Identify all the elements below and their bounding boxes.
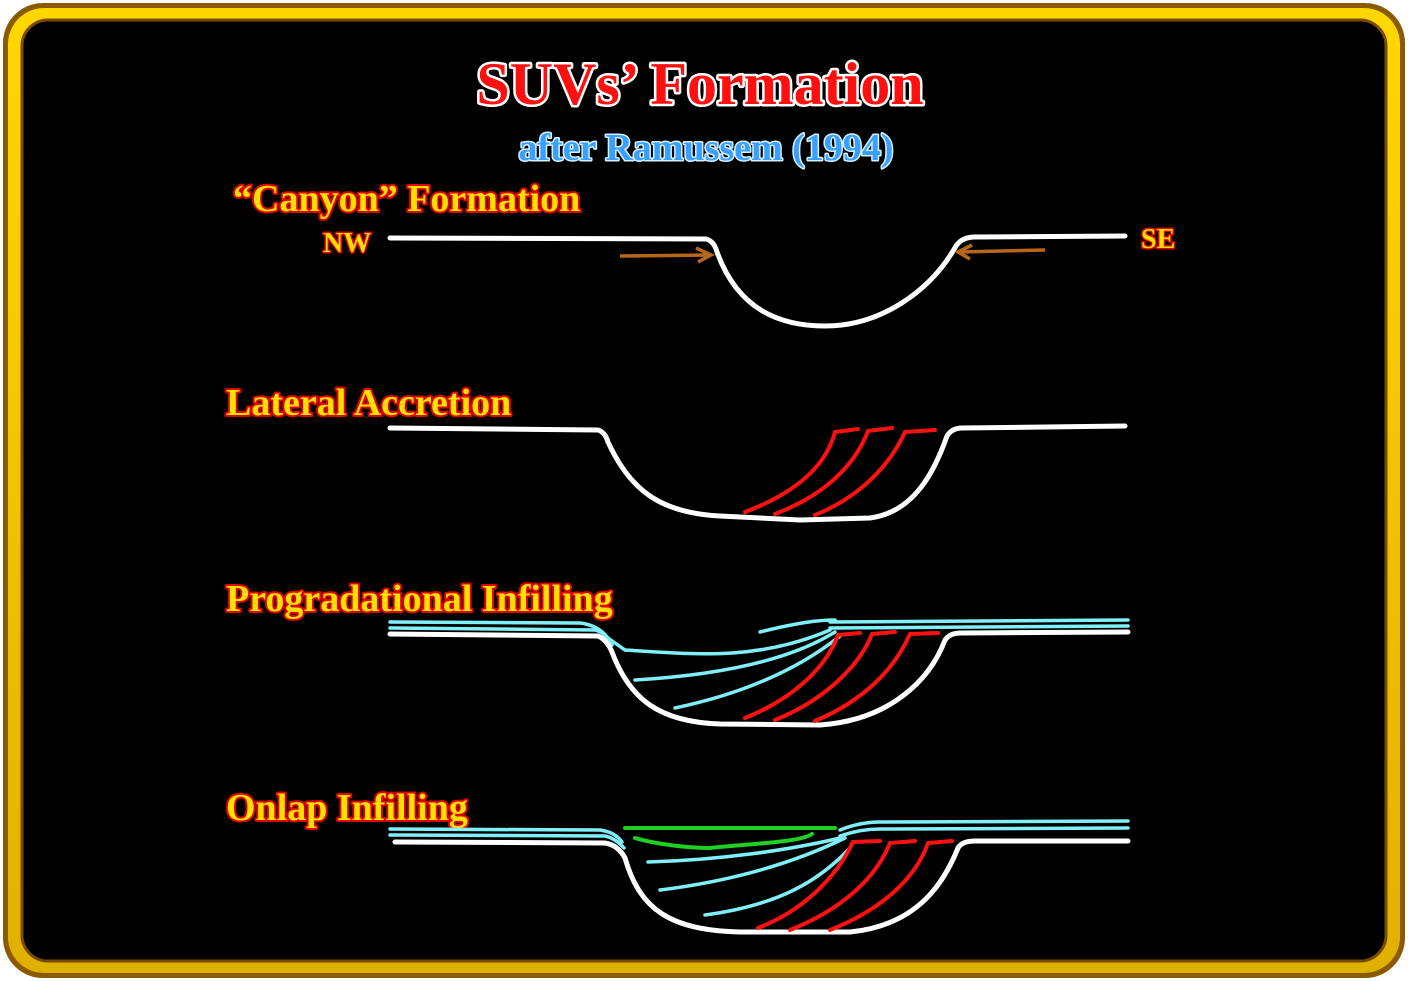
panel: [20, 18, 1388, 963]
progradational-diagram: [387, 618, 1131, 728]
lateral-accretion-diagram: [387, 423, 1128, 523]
subtitle: after Ramussem (1994): [519, 127, 894, 169]
direction-label: NW: [323, 228, 371, 259]
title: SUVs’ Formation: [476, 51, 923, 117]
onlap-diagram: [388, 819, 1131, 935]
panel-label: Lateral Accretion: [226, 382, 511, 424]
canyon-diagram: [387, 233, 1128, 329]
panel-label: Progradational Infilling: [226, 578, 613, 620]
panel-label: “Canyon” Formation: [233, 178, 580, 220]
direction-label: SE: [1141, 224, 1175, 255]
panel-label: Onlap Infilling: [226, 787, 468, 829]
